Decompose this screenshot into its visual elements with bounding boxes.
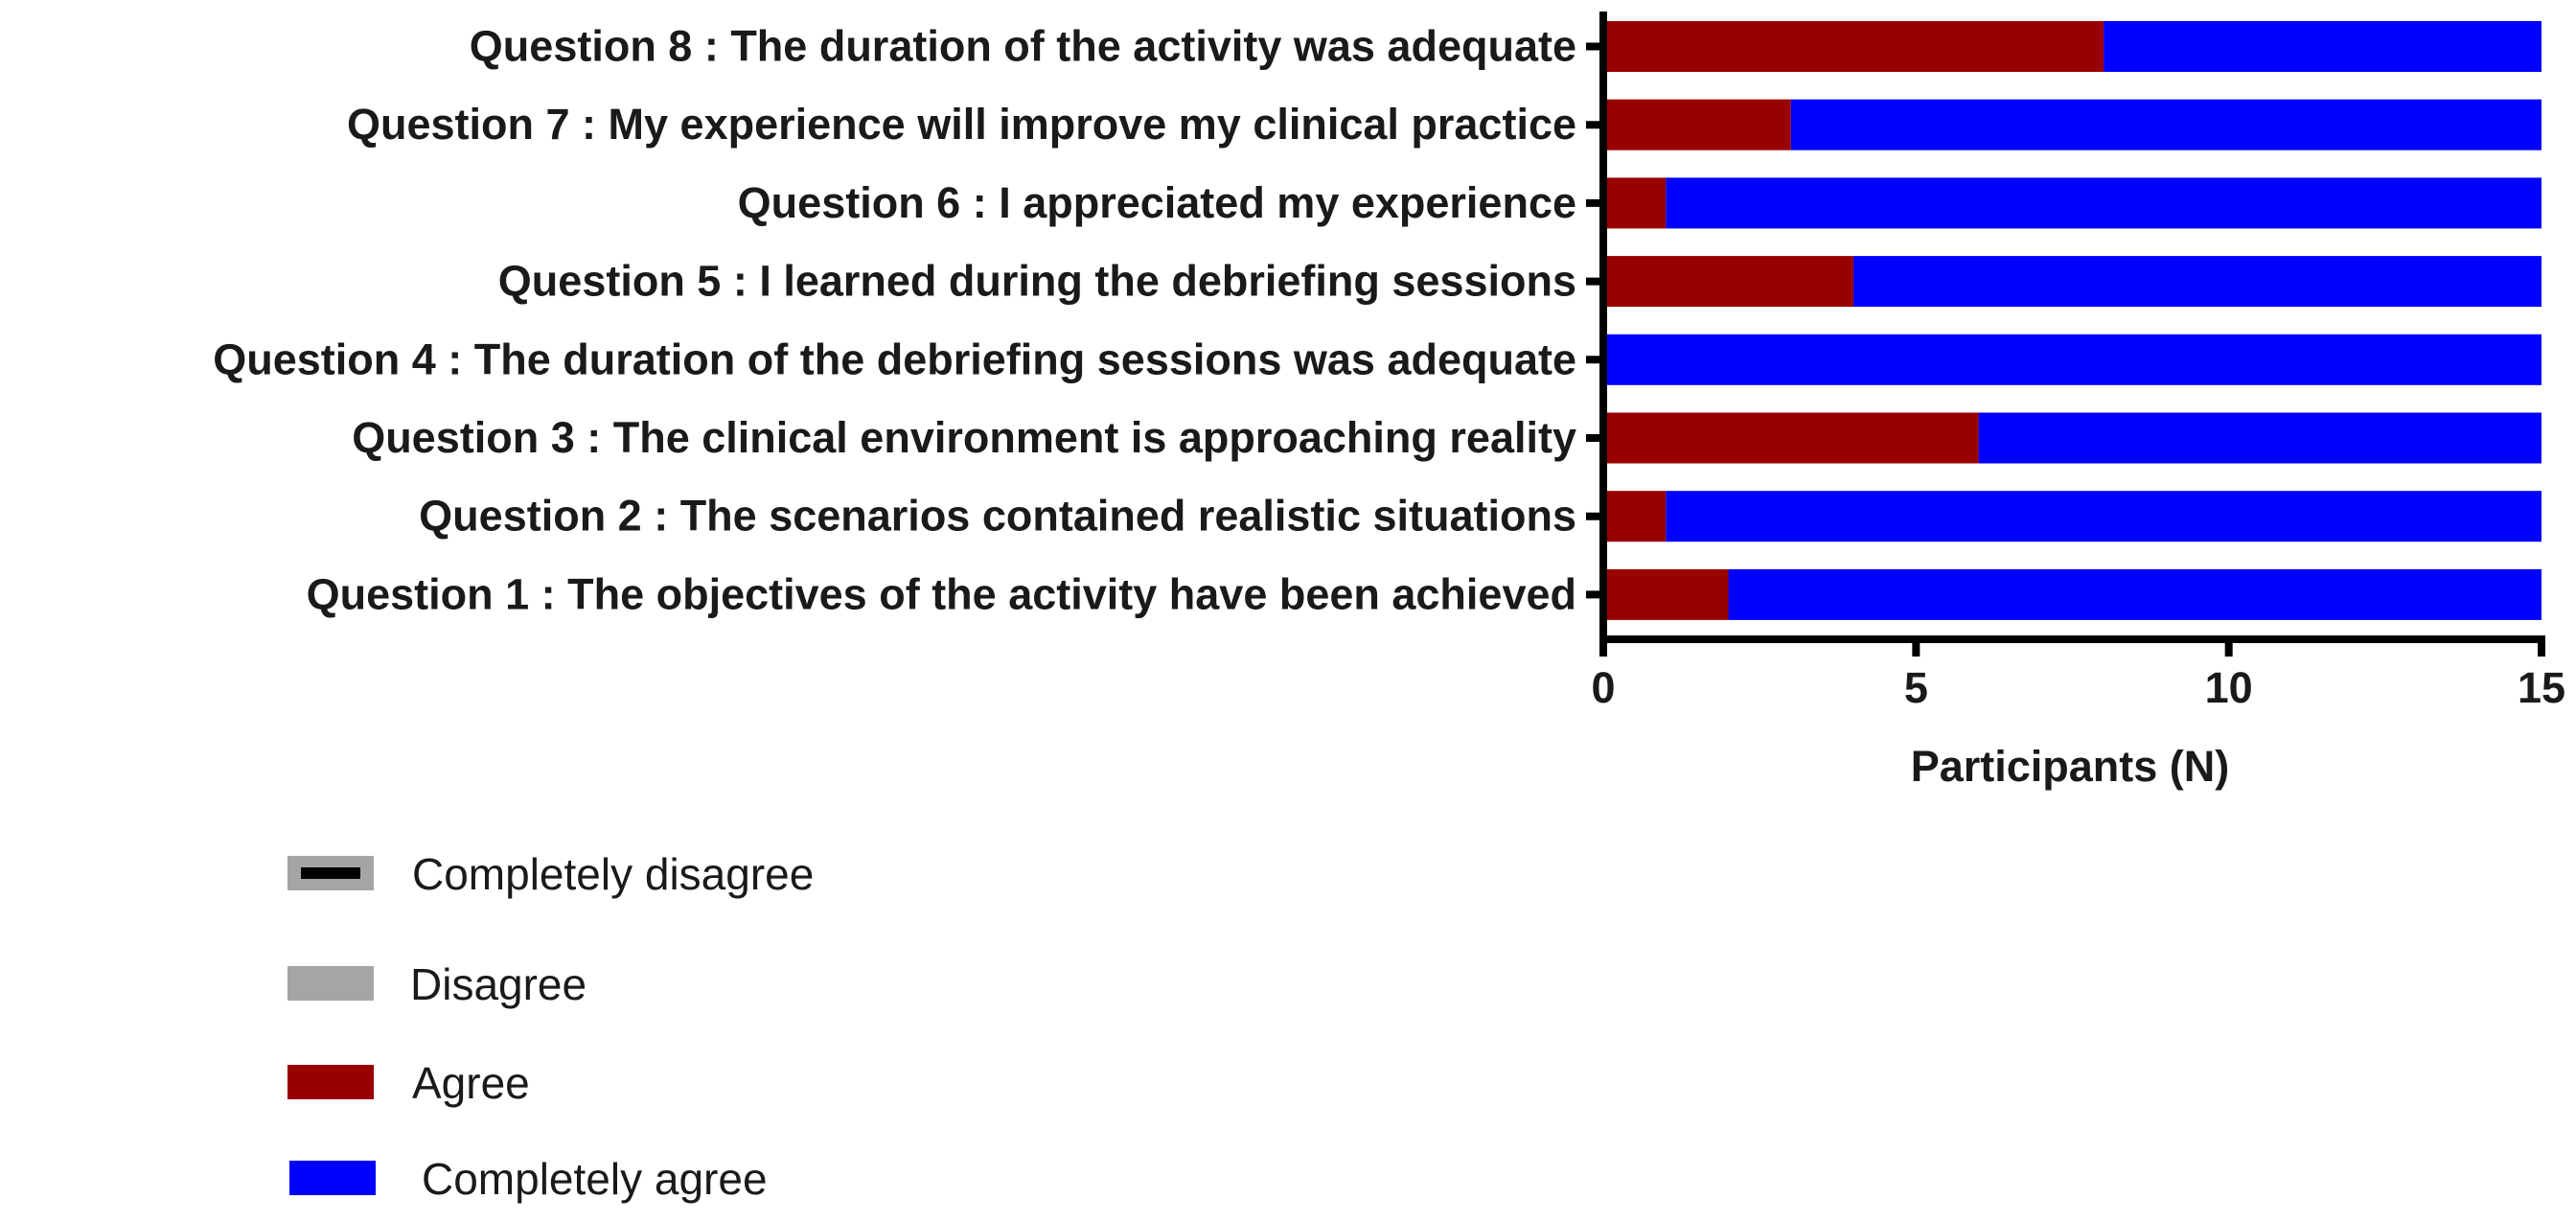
x-tick-label: 10 xyxy=(2205,663,2253,712)
category-label: Question 1 : The objectives of the activ… xyxy=(307,569,1576,618)
bar-completely-agree-q7 xyxy=(1790,99,2542,150)
legend-swatch xyxy=(288,1065,374,1099)
category-label: Question 2 : The scenarios contained rea… xyxy=(419,492,1576,541)
legend-swatch xyxy=(289,1161,376,1195)
bar-completely-agree-q3 xyxy=(1978,412,2542,464)
bar-agree-q6 xyxy=(1603,177,1667,229)
x-tick-label: 5 xyxy=(1904,663,1928,712)
bar-agree-q2 xyxy=(1603,491,1667,542)
legend-item-completely-agree: Completely agree xyxy=(289,1154,768,1204)
bar-completely-agree-q5 xyxy=(1853,256,2542,308)
bar-completely-agree-q2 xyxy=(1666,491,2542,542)
bar-completely-agree-q4 xyxy=(1603,334,2542,385)
bar-agree-q7 xyxy=(1603,99,1791,150)
labels-layer: Question 8 : The duration of the activit… xyxy=(213,22,2565,713)
bar-completely-agree-q6 xyxy=(1666,177,2542,229)
category-label: Question 6 : I appreciated my experience xyxy=(738,178,1576,227)
legend-label: Disagree xyxy=(410,959,586,1009)
x-tick-label: 15 xyxy=(2518,663,2565,712)
bar-agree-q5 xyxy=(1603,256,1854,308)
legend-swatch-inner xyxy=(301,867,360,879)
legend-label: Agree xyxy=(412,1058,530,1108)
bars-layer xyxy=(1603,21,2542,620)
legend-label: Completely disagree xyxy=(412,849,814,899)
bar-agree-q3 xyxy=(1603,412,1979,464)
legend: Completely disagree Disagree Agree Complete… xyxy=(288,849,814,1204)
category-label: Question 3 : The clinical environment is… xyxy=(352,413,1576,462)
legend-label: Completely agree xyxy=(422,1154,768,1204)
bar-completely-agree-q1 xyxy=(1728,568,2542,620)
category-label: Question 4 : The duration of the debrief… xyxy=(213,334,1576,383)
legend-item-completely-disagree: Completely disagree xyxy=(288,849,814,899)
legend-item-disagree: Disagree xyxy=(288,959,586,1009)
legend-swatch xyxy=(288,966,374,1001)
axes-layer xyxy=(1586,12,2545,657)
category-label: Question 8 : The duration of the activit… xyxy=(470,22,1576,71)
x-axis-title: Participants (N) xyxy=(1911,742,2230,791)
category-label: Question 7 : My experience will improve … xyxy=(347,100,1576,149)
bar-agree-q1 xyxy=(1603,568,1729,620)
category-label: Question 5 : I learned during the debrie… xyxy=(498,257,1576,306)
bar-agree-q8 xyxy=(1603,21,2104,72)
x-tick-label: 0 xyxy=(1591,663,1615,712)
legend-item-agree: Agree xyxy=(288,1058,530,1108)
bar-completely-agree-q8 xyxy=(2104,21,2542,72)
